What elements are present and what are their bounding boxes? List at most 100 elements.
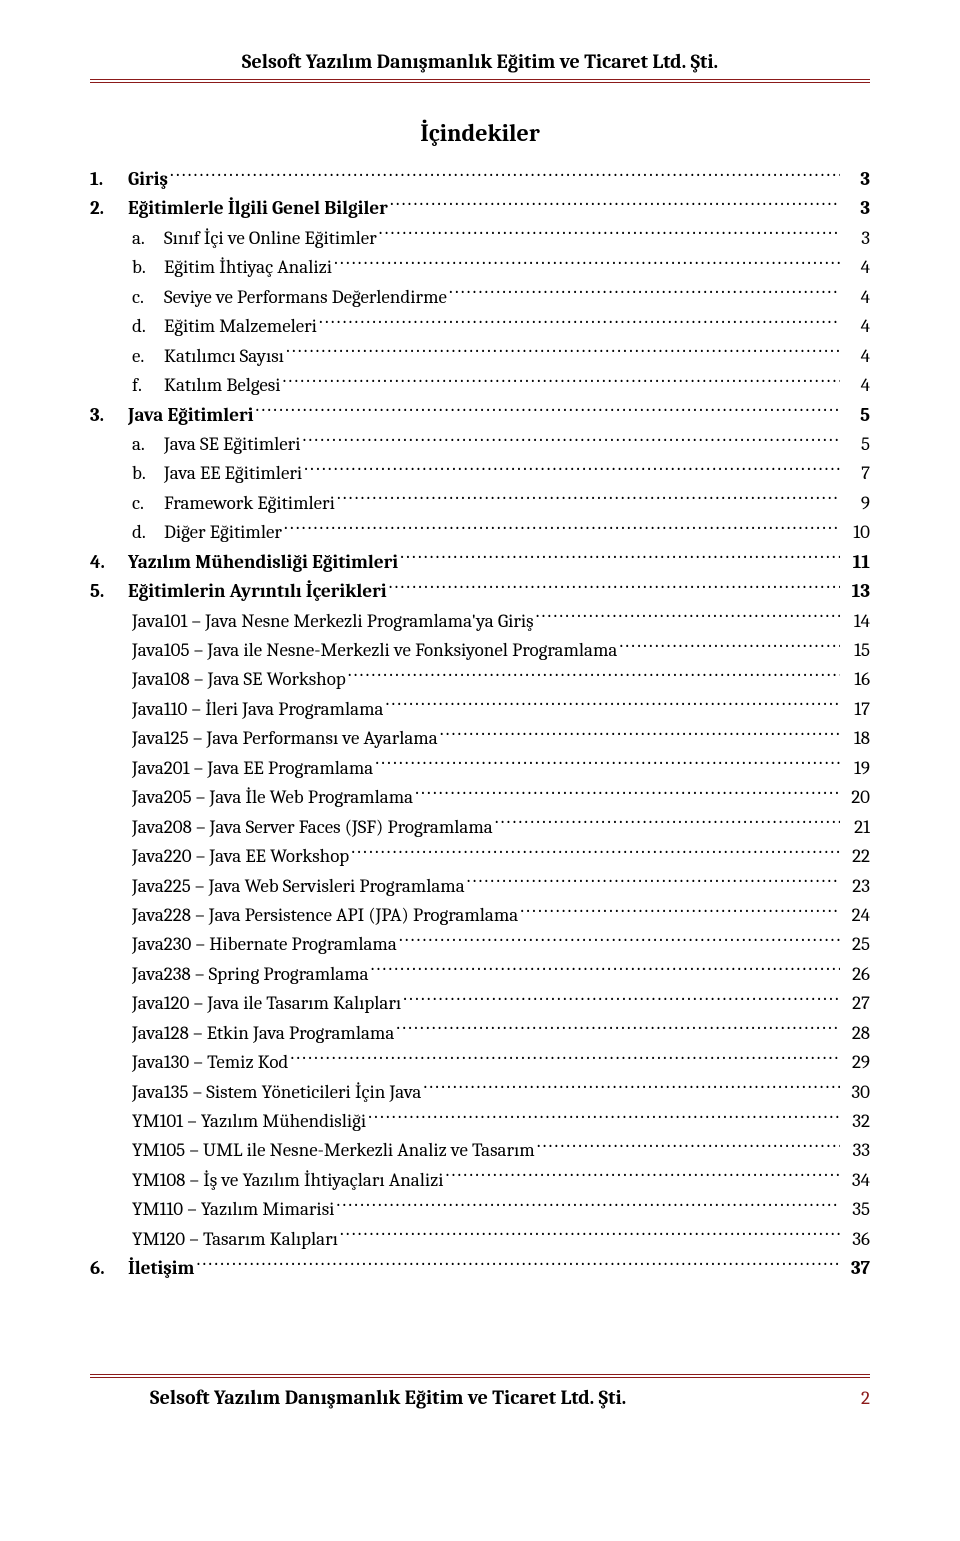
toc-leader-dots [396, 1020, 840, 1039]
toc-prefix: 2. [90, 194, 128, 223]
toc-heading: İçindekiler [90, 119, 870, 147]
toc-row[interactable]: 6.İletişim37 [90, 1254, 870, 1283]
toc-page-number: 16 [842, 665, 870, 694]
toc-leader-dots [196, 1255, 840, 1274]
toc-prefix: c. [132, 489, 164, 518]
toc-label: YM105 – UML ile Nesne-Merkezli Analiz ve… [132, 1136, 535, 1165]
toc-leader-dots [255, 402, 840, 421]
toc-label: Sınıf İçi ve Online Eğitimler [164, 224, 377, 253]
toc-label: Eğitim İhtiyaç Analizi [164, 253, 332, 282]
toc-row[interactable]: d.Diğer Eğitimler10 [90, 518, 870, 547]
toc-row[interactable]: d.Eğitim Malzemeleri4 [90, 312, 870, 341]
toc-page-number: 24 [842, 901, 870, 930]
toc-row[interactable]: Java205 – Java İle Web Programlama20 [90, 783, 870, 812]
toc-leader-dots [446, 1167, 840, 1186]
toc-row[interactable]: 4.Yazılım Mühendisliği Eğitimleri11 [90, 548, 870, 577]
toc-row[interactable]: YM101 – Yazılım Mühendisliği32 [90, 1107, 870, 1136]
toc-leader-dots [385, 696, 840, 715]
toc-row[interactable]: Java128 – Etkin Java Programlama28 [90, 1019, 870, 1048]
toc-label: Diğer Eğitimler [164, 518, 282, 547]
toc-label: Framework Eğitimleri [164, 489, 335, 518]
toc-row[interactable]: YM105 – UML ile Nesne-Merkezli Analiz ve… [90, 1136, 870, 1165]
toc-label: Java130 – Temiz Kod [132, 1048, 288, 1077]
toc-leader-dots [336, 1196, 840, 1215]
toc-prefix: 4. [90, 548, 128, 577]
toc-page-number: 3 [842, 194, 870, 223]
toc-prefix: 1. [90, 165, 128, 194]
toc-label: İletişim [128, 1254, 194, 1283]
toc-row[interactable]: c.Framework Eğitimleri 9 [90, 489, 870, 518]
toc-leader-dots [351, 843, 840, 862]
toc-page-number: 5 [842, 430, 870, 459]
toc-page-number: 17 [842, 695, 870, 724]
toc-row[interactable]: a.Java SE Eğitimleri5 [90, 430, 870, 459]
toc-leader-dots [537, 1137, 840, 1156]
toc-row[interactable]: Java201 – Java EE Programlama19 [90, 754, 870, 783]
footer: Selsoft Yazılım Danışmanlık Eğitim ve Ti… [90, 1386, 870, 1409]
toc-page-number: 9 [842, 489, 870, 518]
spacer [90, 1284, 870, 1344]
toc-row[interactable]: b.Eğitim İhtiyaç Analizi4 [90, 253, 870, 282]
toc-row[interactable]: f.Katılım Belgesi4 [90, 371, 870, 400]
toc-label: Java225 – Java Web Servisleri Programlam… [132, 872, 465, 901]
toc-page-number: 34 [842, 1166, 870, 1195]
toc-label: Java201 – Java EE Programlama [132, 754, 373, 783]
toc-leader-dots [379, 225, 840, 244]
toc-leader-dots [495, 814, 840, 833]
toc-row[interactable]: 2.Eğitimlerle İlgili Genel Bilgiler3 [90, 194, 870, 223]
toc-row[interactable]: Java135 – Sistem Yöneticileri İçin Java3… [90, 1078, 870, 1107]
toc-row[interactable]: e.Katılımcı Sayısı4 [90, 342, 870, 371]
toc-row[interactable]: Java105 – Java ile Nesne-Merkezli ve Fon… [90, 636, 870, 665]
toc-row[interactable]: Java228 – Java Persistence API (JPA) Pro… [90, 901, 870, 930]
toc-prefix: e. [132, 342, 164, 371]
toc-row[interactable]: Java130 – Temiz Kod29 [90, 1048, 870, 1077]
toc-page-number: 25 [842, 930, 870, 959]
toc-leader-dots [304, 460, 840, 479]
toc-row[interactable]: b.Java EE Eğitimleri7 [90, 459, 870, 488]
toc-row[interactable]: 3.Java Eğitimleri5 [90, 401, 870, 430]
toc-row[interactable]: Java225 – Java Web Servisleri Programlam… [90, 872, 870, 901]
toc-row[interactable]: 5.Eğitimlerin Ayrıntılı İçerikleri13 [90, 577, 870, 606]
toc-row[interactable]: Java110 – İleri Java Programlama17 [90, 695, 870, 724]
header-title: Selsoft Yazılım Danışmanlık Eğitim ve Ti… [90, 50, 870, 73]
toc-row[interactable]: c.Seviye ve Performans Değerlendirme4 [90, 283, 870, 312]
toc-row[interactable]: Java220 – Java EE Workshop22 [90, 842, 870, 871]
toc-leader-dots [423, 1079, 840, 1098]
toc-label: Eğitim Malzemeleri [164, 312, 317, 341]
toc-label: YM101 – Yazılım Mühendisliği [132, 1107, 366, 1136]
toc-row[interactable]: YM120 – Tasarım Kalıpları36 [90, 1225, 870, 1254]
toc-prefix: d. [132, 518, 164, 547]
toc-row[interactable]: Java101 – Java Nesne Merkezli Programlam… [90, 607, 870, 636]
toc-row[interactable]: YM108 – İş ve Yazılım İhtiyaçları Analiz… [90, 1166, 870, 1195]
toc-leader-dots [415, 784, 840, 803]
toc-label: Java108 – Java SE Workshop [132, 665, 346, 694]
toc-row[interactable]: Java230 – Hibernate Programlama 25 [90, 930, 870, 959]
toc-prefix: 3. [90, 401, 128, 430]
toc-label: Java220 – Java EE Workshop [132, 842, 349, 871]
toc-row[interactable]: Java208 – Java Server Faces (JSF) Progra… [90, 813, 870, 842]
toc-row[interactable]: Java108 – Java SE Workshop 16 [90, 665, 870, 694]
toc-page-number: 35 [842, 1195, 870, 1224]
toc-label: Java205 – Java İle Web Programlama [132, 783, 413, 812]
toc-page-number: 14 [842, 607, 870, 636]
toc-leader-dots [340, 1226, 840, 1245]
toc-page-number: 28 [842, 1019, 870, 1048]
toc-label: Java238 – Spring Programlama [132, 960, 369, 989]
toc-page-number: 4 [842, 342, 870, 371]
toc-row[interactable]: a.Sınıf İçi ve Online Eğitimler3 [90, 224, 870, 253]
toc-label: YM108 – İş ve Yazılım İhtiyaçları Analiz… [132, 1166, 444, 1195]
toc-leader-dots [319, 313, 840, 332]
toc-page-number: 13 [842, 577, 870, 606]
toc-prefix: b. [132, 459, 164, 488]
toc-row[interactable]: Java125 – Java Performansı ve Ayarlama18 [90, 724, 870, 753]
toc-row[interactable]: 1.Giriş3 [90, 165, 870, 194]
toc-row[interactable]: Java120 – Java ile Tasarım Kalıpları27 [90, 989, 870, 1018]
toc-page-number: 4 [842, 371, 870, 400]
toc-page-number: 4 [842, 312, 870, 341]
toc-row[interactable]: YM110 – Yazılım Mimarisi35 [90, 1195, 870, 1224]
toc-leader-dots [371, 961, 840, 980]
toc-row[interactable]: Java238 – Spring Programlama26 [90, 960, 870, 989]
toc-label: Java230 – Hibernate Programlama [132, 930, 397, 959]
toc-leader-dots [400, 549, 840, 568]
footer-rule [90, 1374, 870, 1378]
